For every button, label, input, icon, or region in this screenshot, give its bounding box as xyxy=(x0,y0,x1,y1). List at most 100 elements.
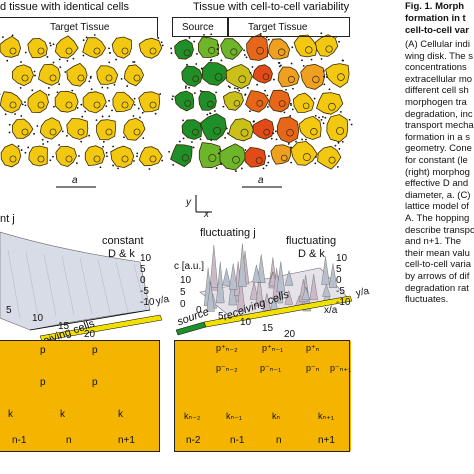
morphogen-dot xyxy=(196,53,198,55)
xtick-label: 5 xyxy=(218,311,224,322)
cell-nucleus xyxy=(305,46,313,54)
cell-nucleus xyxy=(312,75,320,84)
identical-cell xyxy=(11,64,34,87)
morphogen-dot xyxy=(34,74,36,77)
morphogen-dot xyxy=(290,161,293,164)
surface-spike xyxy=(238,243,247,287)
cell-nucleus xyxy=(93,47,101,55)
caption-line: degradation rat xyxy=(405,282,469,294)
surface-spike xyxy=(222,268,231,286)
morphogen-dot xyxy=(112,164,114,167)
cell-nucleus xyxy=(192,75,199,83)
hopping-rate-label: p⁺ₙ₋₂ xyxy=(216,343,238,353)
caption-line: their mean valu xyxy=(405,247,470,259)
variable-cell xyxy=(220,38,244,60)
morphogen-dot xyxy=(267,106,269,108)
hopping-rate-label: p⁻ₙ₋₂ xyxy=(216,363,238,373)
variable-cell xyxy=(174,90,195,112)
identical-cell xyxy=(55,145,77,167)
ztick-label: 0 xyxy=(180,299,186,310)
cell-nucleus xyxy=(230,48,238,56)
morphogen-dot xyxy=(168,150,171,153)
morphogen-dot xyxy=(53,105,55,108)
xtick-label: 15 xyxy=(262,323,274,334)
morphogen-dot xyxy=(302,64,305,67)
variable-cell xyxy=(314,34,339,57)
cell-nucleus xyxy=(21,128,29,136)
morphogen-dot xyxy=(47,93,50,96)
surface-spike xyxy=(252,264,261,283)
morphogen-dot xyxy=(188,86,191,89)
morphogen-dot xyxy=(216,48,219,51)
morphogen-dot xyxy=(178,140,181,143)
morphogen-dot xyxy=(56,91,59,94)
morphogen-dot xyxy=(1,36,4,39)
morphogen-dot xyxy=(113,83,116,86)
morphogen-dot xyxy=(275,138,278,141)
morphogen-dot xyxy=(20,149,23,151)
variable-cell xyxy=(181,65,203,87)
morphogen-dot xyxy=(314,162,317,165)
cell-nucleus xyxy=(337,73,345,81)
cell-nucleus xyxy=(49,74,57,82)
morphogen-dot xyxy=(259,32,262,35)
cell-nucleus xyxy=(281,154,288,162)
morphogen-dot xyxy=(217,43,219,46)
morphogen-dot xyxy=(24,101,26,103)
left-surface-mesh xyxy=(97,259,111,314)
caption-title-2: formation in t xyxy=(405,13,466,24)
morphogen-dot xyxy=(283,111,286,114)
right-target-label: Target Tissue xyxy=(248,22,308,33)
morphogen-dot xyxy=(108,47,110,50)
ytick-label: 5 xyxy=(140,264,146,275)
right-source-label: Source xyxy=(182,22,214,33)
morphogen-dot xyxy=(112,145,115,148)
morphogen-dot xyxy=(85,36,88,39)
right-surface-fdk-label-1: fluctuating xyxy=(286,235,337,247)
cell-index-label: n-2 xyxy=(186,435,201,446)
ztick-label: 10 xyxy=(180,275,192,286)
morphogen-dot xyxy=(314,114,317,117)
cell-index-label: n-1 xyxy=(12,435,27,446)
morphogen-dot xyxy=(157,37,160,39)
hopping-rate-label: p⁻ₙ xyxy=(306,363,320,373)
morphogen-dot xyxy=(278,62,281,64)
variable-cell xyxy=(174,39,194,60)
cell-nucleus xyxy=(121,155,129,163)
identical-cell xyxy=(66,118,89,140)
cell-nucleus xyxy=(93,101,101,109)
variable-cell xyxy=(268,89,291,113)
morphogen-dot xyxy=(339,111,342,113)
morphogen-dot xyxy=(236,87,239,90)
right-surface-xlabel: x/a xyxy=(324,305,338,316)
morphogen-dot xyxy=(81,115,84,118)
hopping-rate-label: p xyxy=(92,377,98,388)
cell-nucleus xyxy=(207,100,214,108)
morphogen-dot xyxy=(323,83,326,86)
surface-spike xyxy=(249,281,259,300)
surface-spike xyxy=(322,283,331,297)
variable-cell xyxy=(200,113,227,141)
variable-cell xyxy=(197,36,220,58)
left-receiving-bar xyxy=(39,314,163,342)
morphogen-dot xyxy=(322,122,325,125)
morphogen-dot xyxy=(59,66,62,69)
surface-spike xyxy=(321,256,330,285)
cell-nucleus xyxy=(133,128,141,136)
cell-nucleus xyxy=(310,128,318,136)
identical-cell xyxy=(111,36,132,59)
morphogen-dot xyxy=(88,134,91,137)
morphogen-dot xyxy=(243,49,245,52)
morphogen-dot xyxy=(64,71,67,73)
morphogen-dot xyxy=(80,140,83,143)
variable-cell xyxy=(246,34,269,61)
cell-nucleus xyxy=(328,102,336,111)
morphogen-dot xyxy=(209,112,212,115)
identical-cell xyxy=(110,145,135,169)
morphogen-dot xyxy=(253,120,255,123)
identical-cell xyxy=(38,63,61,86)
caption-line: (right) morphog xyxy=(405,166,470,178)
morphogen-dot xyxy=(136,152,139,155)
cell-nucleus xyxy=(181,154,189,162)
identical-cell xyxy=(138,91,161,113)
